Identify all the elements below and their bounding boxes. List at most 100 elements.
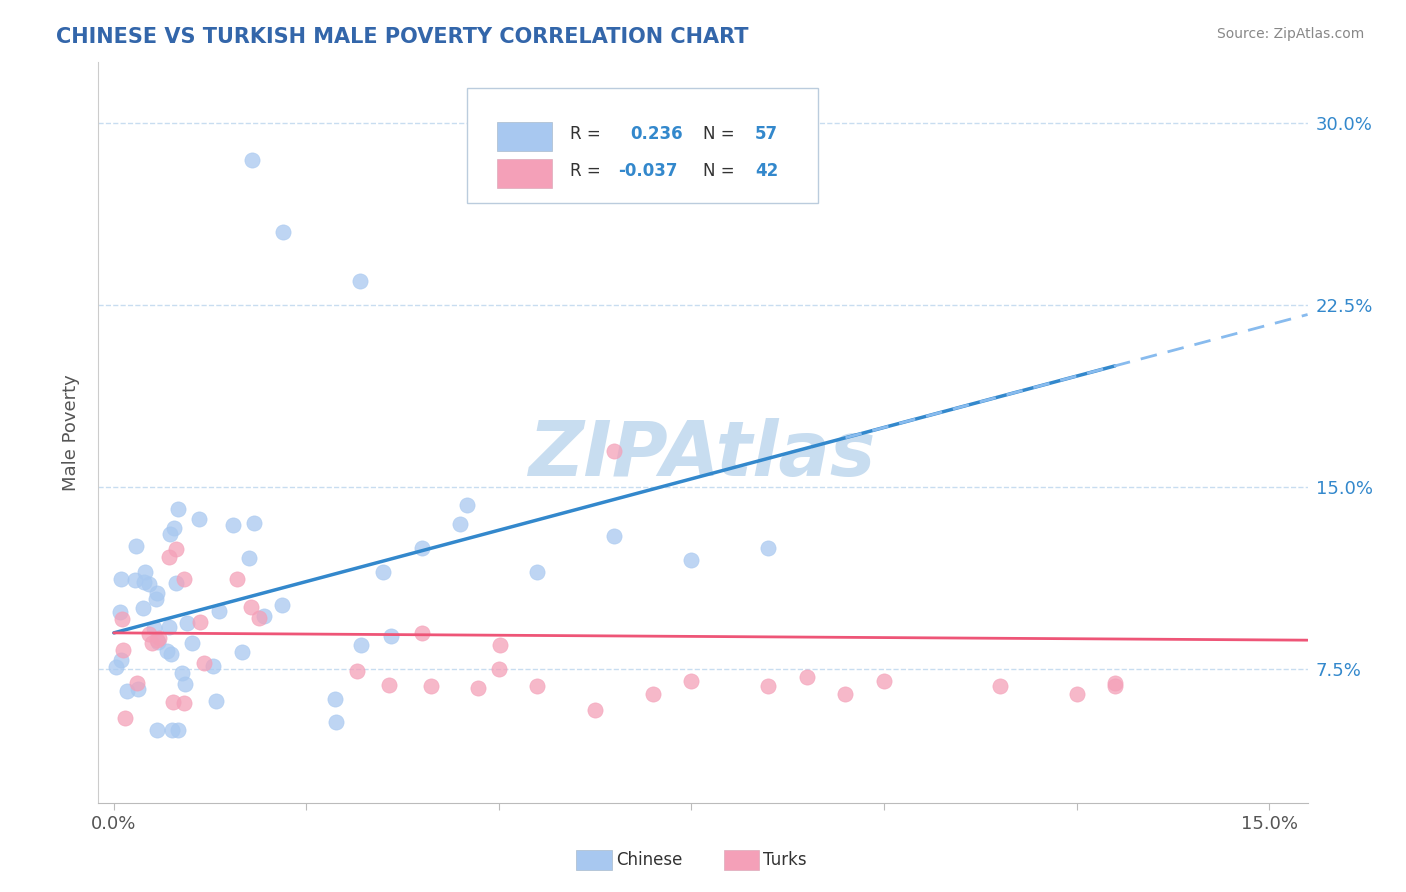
Point [159,620,181,634]
Point [1104,679,1126,693]
Point [526,565,548,579]
Point [226,572,249,586]
Point [193,657,215,671]
Point [526,679,548,693]
Point [378,678,401,692]
Point [173,696,195,710]
Point [603,529,626,543]
Point [271,225,294,239]
Point [349,274,371,288]
Point [346,664,368,678]
Point [146,723,169,737]
Point [141,635,163,649]
Point [1104,676,1126,690]
Point [681,674,703,689]
Point [108,605,131,619]
Point [208,604,231,618]
Point [411,626,433,640]
Point [873,674,896,689]
Point [240,600,263,615]
Point [449,516,471,531]
Point [110,612,132,626]
Point [162,695,184,709]
Point [988,679,1011,693]
Point [167,723,190,737]
Point [231,645,253,659]
Bar [498,160,551,187]
Text: N =: N = [703,125,734,144]
Point [238,550,260,565]
Text: 0.236: 0.236 [630,125,683,144]
Point [174,677,197,691]
Point [201,658,224,673]
Point [187,512,209,526]
Point [125,540,148,554]
Point [173,572,195,586]
Point [146,632,169,647]
Point [350,638,373,652]
Point [834,687,856,701]
Point [125,676,148,690]
Point [456,498,478,512]
Point [172,665,194,680]
Point [603,443,626,458]
Point [112,643,135,657]
Point [325,714,347,729]
Text: R =: R = [569,125,600,144]
Point [1066,687,1088,701]
Point [221,518,243,533]
Point [110,652,132,666]
Point [242,153,264,167]
Point [114,711,136,725]
Point [681,553,703,567]
Point [253,609,276,624]
Point [134,565,156,579]
Point [205,694,228,708]
Point [124,573,146,587]
Point [641,687,664,701]
Point [110,572,132,586]
Text: -0.037: -0.037 [619,162,678,180]
Point [325,692,347,706]
Point [145,586,167,600]
Point [176,616,198,631]
Point [160,723,183,737]
Point [163,521,186,535]
Text: 42: 42 [755,162,779,180]
Point [583,703,606,717]
Point [165,542,187,557]
Text: N =: N = [703,162,734,180]
Point [143,621,166,635]
Point [411,541,433,555]
Point [145,592,167,607]
Point [115,684,138,698]
Point [380,629,402,643]
Text: ZIPAtlas: ZIPAtlas [529,417,877,491]
Point [148,631,170,645]
Point [242,516,264,530]
Point [105,660,128,674]
Point [188,615,211,630]
Point [489,638,512,652]
Point [127,682,149,697]
Point [132,600,155,615]
Point [247,610,270,624]
Text: 57: 57 [755,125,778,144]
Point [159,526,181,541]
Point [271,599,294,613]
Text: Source: ZipAtlas.com: Source: ZipAtlas.com [1216,27,1364,41]
Point [167,501,190,516]
Point [419,679,441,693]
Point [758,679,780,693]
Point [138,577,160,591]
Text: R =: R = [569,162,600,180]
Text: Turks: Turks [763,851,807,869]
Point [373,565,395,579]
Point [488,662,510,676]
Point [138,627,160,641]
Point [467,681,489,695]
FancyBboxPatch shape [467,88,818,203]
Y-axis label: Male Poverty: Male Poverty [62,375,80,491]
Text: Chinese: Chinese [616,851,682,869]
Point [156,644,179,658]
